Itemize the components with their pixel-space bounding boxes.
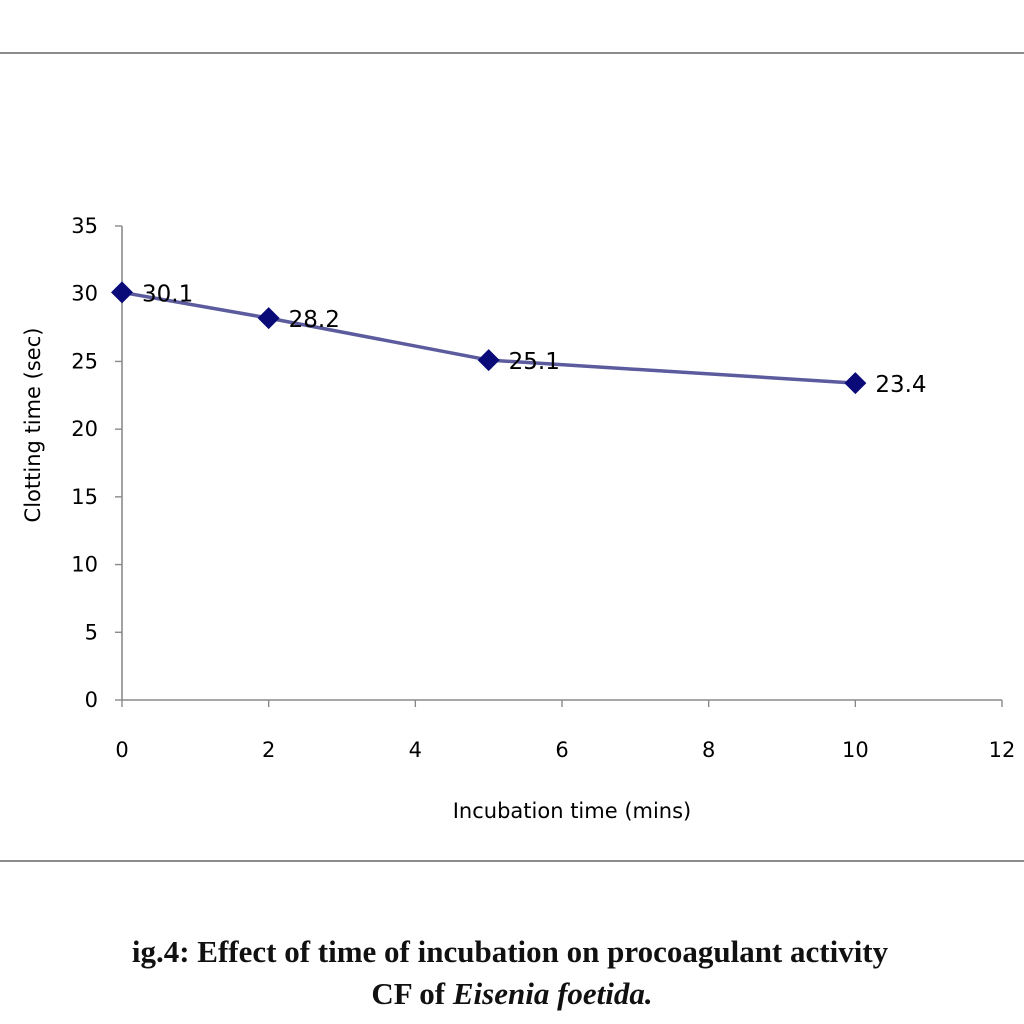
data-label: 28.2 [289, 307, 340, 333]
y-tick-label: 35 [71, 214, 98, 238]
y-tick-label: 10 [71, 553, 98, 577]
y-tick-label: 20 [71, 417, 98, 441]
chart-axes [121, 226, 1002, 701]
y-tick-label: 15 [71, 485, 98, 509]
x-tick-label: 8 [702, 738, 715, 762]
y-tick-label: 25 [71, 349, 98, 373]
y-tick-label: 0 [85, 688, 98, 712]
data-point-marker [477, 349, 500, 372]
chart-ticks: 0 5 10 15 20 25 30 35 0 2 4 6 8 10 12 [71, 214, 1015, 762]
y-tick-label: 5 [85, 620, 98, 644]
y-tick-label: 30 [71, 282, 98, 306]
x-tick-label: 2 [262, 738, 275, 762]
data-point-marker [257, 307, 280, 330]
bottom-border [0, 860, 1024, 862]
data-label: 30.1 [142, 281, 193, 307]
data-label: 25.1 [509, 349, 560, 375]
caption-prefix: CF of [371, 976, 453, 1011]
series-line [121, 290, 856, 385]
y-axis-label: Clotting time (sec) [21, 328, 45, 523]
caption-species: Eisenia foetida. [452, 976, 653, 1011]
x-tick-label: 0 [115, 738, 128, 762]
figure-caption-line-2: CF of Eisenia foetida. [0, 976, 1024, 1012]
chart-series: 30.1 28.2 25.1 23.4 [111, 281, 927, 398]
x-tick-label: 10 [842, 738, 869, 762]
data-label: 23.4 [875, 372, 926, 398]
data-point-marker [111, 281, 133, 304]
data-point-marker [844, 372, 867, 395]
top-border [0, 52, 1024, 54]
x-tick-label: 4 [409, 738, 422, 762]
x-tick-label: 12 [989, 738, 1016, 762]
figure-caption-line-1: ig.4: Effect of time of incubation on pr… [131, 934, 889, 969]
x-tick-label: 6 [555, 738, 568, 762]
x-axis-label: Incubation time (mins) [453, 799, 692, 823]
